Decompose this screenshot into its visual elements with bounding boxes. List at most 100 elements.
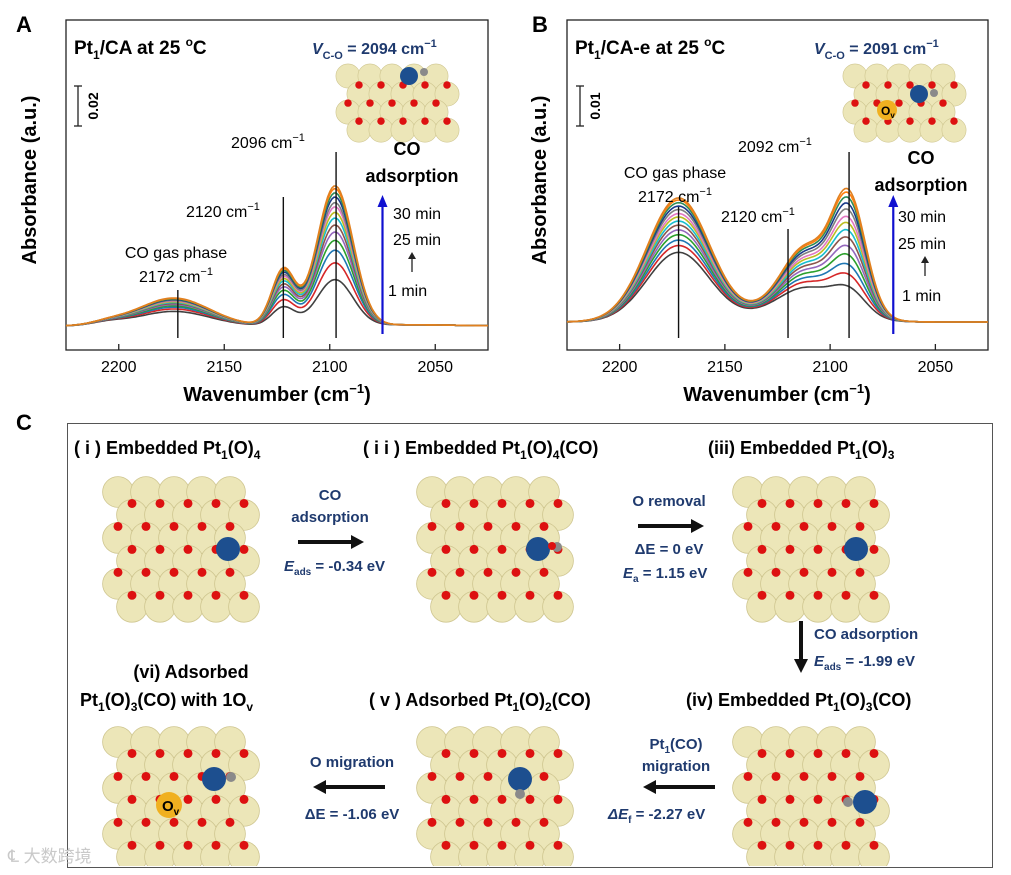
oxygen-atom (443, 117, 451, 125)
marker-lines-b (677, 152, 850, 338)
arrow-step-4 (643, 780, 715, 794)
oxygen-atom (862, 81, 870, 89)
spectra-a (65, 185, 488, 327)
oxygen-atom (113, 521, 123, 531)
time-30min-a: 30 min (393, 206, 441, 223)
pt-atom (216, 537, 240, 561)
panel-label-c: C (16, 410, 32, 435)
structure-1 (102, 476, 260, 623)
step1-line2: adsorption (291, 509, 369, 526)
oxygen-atom (469, 840, 479, 850)
oxygen-atom (785, 590, 795, 600)
chart-a: A Absorbance (a.u.) 0.02 Pt1/CA at 25 oC… (16, 12, 489, 406)
oxygen-atom (141, 567, 151, 577)
peak-label-2096: 2096 cm−1 (231, 132, 305, 152)
oxygen-atom (827, 521, 837, 531)
oxygen-atom (155, 749, 165, 758)
oxygen-atom (155, 544, 165, 554)
gas-phase-label-b: CO gas phase (624, 165, 726, 182)
time-arrow-head (377, 195, 388, 207)
oxygen-atom (155, 840, 165, 850)
oxygen-atom (225, 567, 235, 577)
oxygen-atom (127, 499, 137, 508)
time-1min-b: 1 min (902, 288, 941, 305)
oxygen-atom (239, 749, 249, 758)
oxygen-atom (211, 840, 221, 850)
oxygen-atom (869, 499, 879, 508)
state-6-title-line2: Pt1(O)3(CO) with 1Ov (80, 690, 253, 714)
carbon-atom (843, 797, 853, 807)
oxygen-atom (743, 521, 753, 531)
oxygen-atom (771, 817, 781, 827)
plot-frame-b (566, 19, 989, 351)
step2-delta-e: ΔE = 0 eV (635, 541, 704, 558)
step4-energy: ΔEf = -2.27 eV (607, 806, 705, 826)
oxygen-atom (841, 499, 851, 508)
oxygen-atom (757, 749, 767, 758)
lattice-atom (844, 476, 876, 508)
oxygen-atom (771, 521, 781, 531)
oxygen-atom (827, 817, 837, 827)
panel-label-a: A (16, 12, 32, 37)
oxygen-atom (455, 567, 465, 577)
co-oxygen-atom (548, 542, 556, 550)
oxygen-atom (525, 590, 535, 600)
x-tick-label-2100: 2100 (312, 359, 348, 376)
carbon-atom (420, 68, 428, 76)
time-25min-a: 25 min (393, 232, 441, 249)
oxygen-atom (869, 749, 879, 758)
oxygen-atom (421, 81, 429, 89)
oxygen-atom (469, 499, 479, 508)
oxygen-atom (183, 749, 193, 758)
step5-delta-e: ΔE = -1.06 eV (305, 806, 400, 823)
oxygen-atom (928, 117, 936, 125)
oxygen-atom (939, 99, 947, 107)
oxygen-atom (906, 81, 914, 89)
oxygen-atom (455, 817, 465, 827)
panel-label-c-wrap: C (16, 410, 32, 435)
oxygen-atom (895, 99, 903, 107)
x-tick-label-2150: 2150 (707, 359, 743, 376)
oxygen-atom (127, 840, 137, 850)
arrow-step-5 (313, 780, 385, 794)
gas-phase-wavenumber-b: 2172 cm−1 (638, 186, 712, 206)
state-3-title: (iii) Embedded Pt1(O)3 (708, 438, 895, 462)
oxygen-atom (785, 840, 795, 850)
structure-3 (732, 476, 890, 623)
peak-label-2120-a: 2120 cm−1 (186, 201, 260, 221)
state-1-title: ( i ) Embedded Pt1(O)4 (74, 438, 261, 462)
spectrum-a-30-min (65, 185, 488, 327)
oxygen-atom (377, 117, 385, 125)
chart-title-b: Pt1/CA-e at 25 oC (575, 35, 726, 62)
oxygen-atom (553, 749, 563, 758)
gas-phase-wavenumber-a: 2172 cm−1 (139, 266, 213, 286)
time-25min-b: 25 min (898, 236, 946, 253)
oxygen-atom (553, 499, 563, 508)
oxygen-atom (539, 817, 549, 827)
svg-text:0.01: 0.01 (587, 92, 603, 119)
watermark: ℄ 大数跨境 (8, 847, 92, 866)
spectrum-b-30-min (566, 187, 988, 323)
structure-2 (416, 476, 574, 623)
oxygen-atom (183, 499, 193, 508)
oxygen-atom (410, 99, 418, 107)
oxygen-atom (785, 749, 795, 758)
oxygen-atom (432, 99, 440, 107)
oxygen-atom (127, 590, 137, 600)
lattice-atom (844, 726, 876, 758)
oxygen-atom (827, 567, 837, 577)
x-tick-label-2200: 2200 (602, 359, 638, 376)
inset-structure-a (335, 63, 460, 143)
oxygen-atom (469, 749, 479, 758)
oxygen-atom (441, 794, 451, 804)
oxygen-atom (757, 590, 767, 600)
adsorption-label-a: adsorption (366, 166, 459, 186)
pt-atom (526, 537, 550, 561)
arrow-step-1 (298, 535, 364, 549)
oxygen-atom (799, 567, 809, 577)
co-label-b: CO (908, 148, 935, 168)
oxygen-atom (813, 794, 823, 804)
oxygen-atom (743, 817, 753, 827)
structure-4 (732, 726, 890, 873)
peak-label-2092: 2092 cm−1 (738, 136, 812, 156)
